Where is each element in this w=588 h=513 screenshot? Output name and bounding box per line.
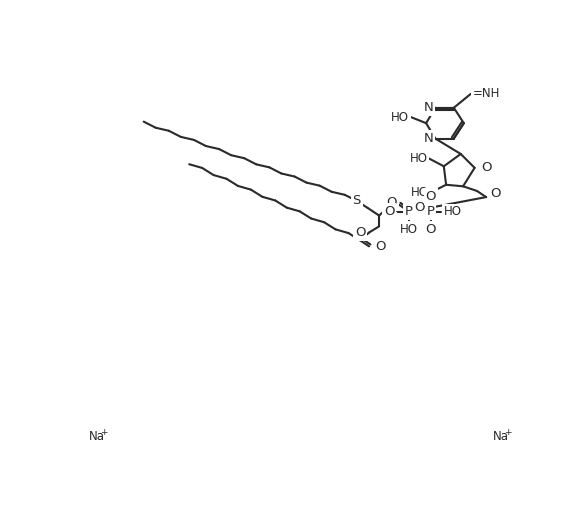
- Text: +: +: [99, 428, 107, 437]
- Text: Na: Na: [89, 430, 105, 443]
- Text: P: P: [405, 205, 413, 218]
- Text: N: N: [423, 101, 433, 114]
- Text: S: S: [353, 194, 361, 207]
- Text: P: P: [427, 205, 435, 218]
- Text: +: +: [504, 428, 512, 437]
- Text: O: O: [386, 196, 397, 209]
- Text: O: O: [490, 187, 500, 200]
- Text: O: O: [375, 240, 386, 253]
- Text: O: O: [426, 223, 436, 236]
- Text: O: O: [415, 201, 425, 213]
- Text: =NH: =NH: [473, 87, 500, 101]
- Text: O: O: [384, 205, 395, 218]
- Text: HO: HO: [411, 186, 429, 199]
- Text: O: O: [426, 190, 436, 203]
- Text: HO: HO: [444, 205, 462, 218]
- Text: O: O: [481, 161, 491, 174]
- Text: N: N: [423, 132, 433, 145]
- Text: O: O: [355, 226, 365, 239]
- Text: HO: HO: [410, 152, 427, 165]
- Text: HO: HO: [391, 110, 409, 124]
- Text: HO: HO: [400, 223, 418, 236]
- Text: Na: Na: [493, 430, 509, 443]
